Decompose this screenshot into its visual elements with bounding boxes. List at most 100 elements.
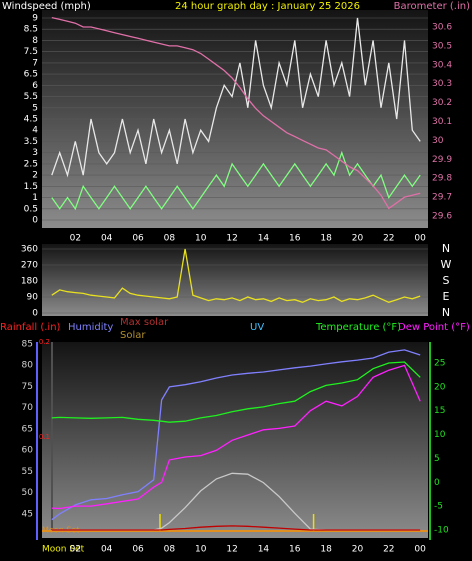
y2-tick-label: 25 [434,359,445,369]
y-tick-label: 50 [22,488,34,498]
y2-tick-label: 29.9 [432,155,452,165]
y-tick-label: 5 [32,103,38,113]
x-tick-label: 02 [70,234,81,244]
y-tick-label: 0 [32,216,38,226]
y-tick-label: 90 [27,293,39,303]
y-tick-label: 80 [22,361,34,371]
y2-tick-label: 29.7 [432,193,452,203]
series-line [51,364,421,510]
y-tick-label: 4.5 [24,115,38,125]
y2-tick-label: 30.6 [432,23,452,33]
y-tick-label: 270 [21,261,38,271]
x-tick-label: 12 [226,234,237,244]
x-tick-label: 18 [320,545,332,555]
y2-tick-label: 30 [432,136,444,146]
y-tick-label: 8 [32,36,38,46]
x-tick-label: 22 [383,545,394,555]
x-tick-label: 16 [289,545,301,555]
y2-tick-label: 30.3 [432,79,452,89]
x-tick-label: 14 [258,234,270,244]
legend-label: Temperature (°F) [315,322,401,333]
rain-tick-label: 0.1 [39,433,50,441]
direction-label: W [441,258,452,271]
series-line [51,349,421,521]
y-tick-label: 85 [22,340,33,350]
y2-tick-label: 30.2 [432,98,452,108]
x-tick-label: 22 [383,234,394,244]
direction-label: N [442,306,450,319]
y2-tick-label: -5 [434,502,443,512]
series-line [51,150,421,211]
legend-label: Dew Point (°F) [398,322,470,333]
y2-tick-label: 29.6 [432,212,452,222]
direction-label: S [443,274,450,287]
series-line [51,525,421,531]
y-tick-label: 45 [22,509,33,519]
y-tick-label: 0.5 [24,204,38,214]
series-line [51,17,421,178]
y-tick-label: 0 [32,309,38,319]
y-tick-label: 360 [21,245,38,255]
x-tick-label: 20 [352,545,364,555]
x-tick-label: 08 [164,234,176,244]
x-tick-label: 12 [226,545,237,555]
y2-tick-label: 5 [434,454,440,464]
y2-tick-label: 29.8 [432,174,452,184]
x-tick-label: 10 [195,545,207,555]
x-tick-label: 00 [414,234,426,244]
moon-label: Moon Set [42,545,85,555]
y-tick-label: 75 [22,382,33,392]
y-tick-label: 1 [32,193,38,203]
rain-legend: Rainfall (.in) [0,322,61,333]
y-tick-label: 8.5 [24,25,38,35]
y-tick-label: 60 [22,446,34,456]
y2-tick-label: -10 [434,526,449,536]
x-tick-label: 04 [101,234,113,244]
y-tick-label: 7 [32,58,38,68]
y-tick-label: 1.5 [24,182,38,192]
x-tick-label: 08 [164,545,176,555]
y-tick-label: 55 [22,467,33,477]
x-tick-label: 04 [101,545,113,555]
wind-axis-title: Windspeed (mph) [2,1,91,12]
direction-label: N [442,242,450,255]
y2-tick-label: 10 [434,430,446,440]
x-tick-label: 06 [132,545,144,555]
y-tick-label: 70 [22,403,34,413]
y-tick-label: 2 [32,171,38,181]
series-line [51,248,421,303]
y-tick-label: 5.5 [24,92,38,102]
y2-tick-label: 20 [434,382,446,392]
y-tick-label: 4 [32,126,38,136]
direction-plot-area [42,244,428,316]
x-tick-label: 00 [414,545,426,555]
uv-legend: UV [250,322,264,333]
y-tick-label: 3.5 [24,137,38,147]
chart-title: 24 hour graph day : January 25 2026 [175,1,360,12]
y2-tick-label: 0 [434,478,440,488]
direction-label: E [443,290,450,303]
y-tick-label: 3 [32,148,38,158]
legend-label: Solar [120,330,146,341]
y-tick-label: 6 [32,81,38,91]
rain-tick-label: 0.2 [39,338,50,346]
legend-label: Max solar [120,317,169,328]
x-tick-label: 18 [320,234,332,244]
y2-tick-label: 15 [434,406,445,416]
y2-tick-label: 30.1 [432,117,452,127]
x-tick-label: 20 [352,234,364,244]
x-tick-label: 02 [70,545,81,555]
x-tick-label: 06 [132,234,144,244]
x-tick-label: 14 [258,545,270,555]
y-tick-label: 180 [21,277,38,287]
x-tick-label: 10 [195,234,207,244]
baro-axis-title: Barometer (.in) [394,1,470,12]
series-line [51,361,421,423]
y-tick-label: 65 [22,424,33,434]
y-tick-label: 2.5 [24,159,38,169]
y-tick-label: 6.5 [24,70,38,80]
x-tick-label: 16 [289,234,301,244]
series-line [51,16,421,210]
